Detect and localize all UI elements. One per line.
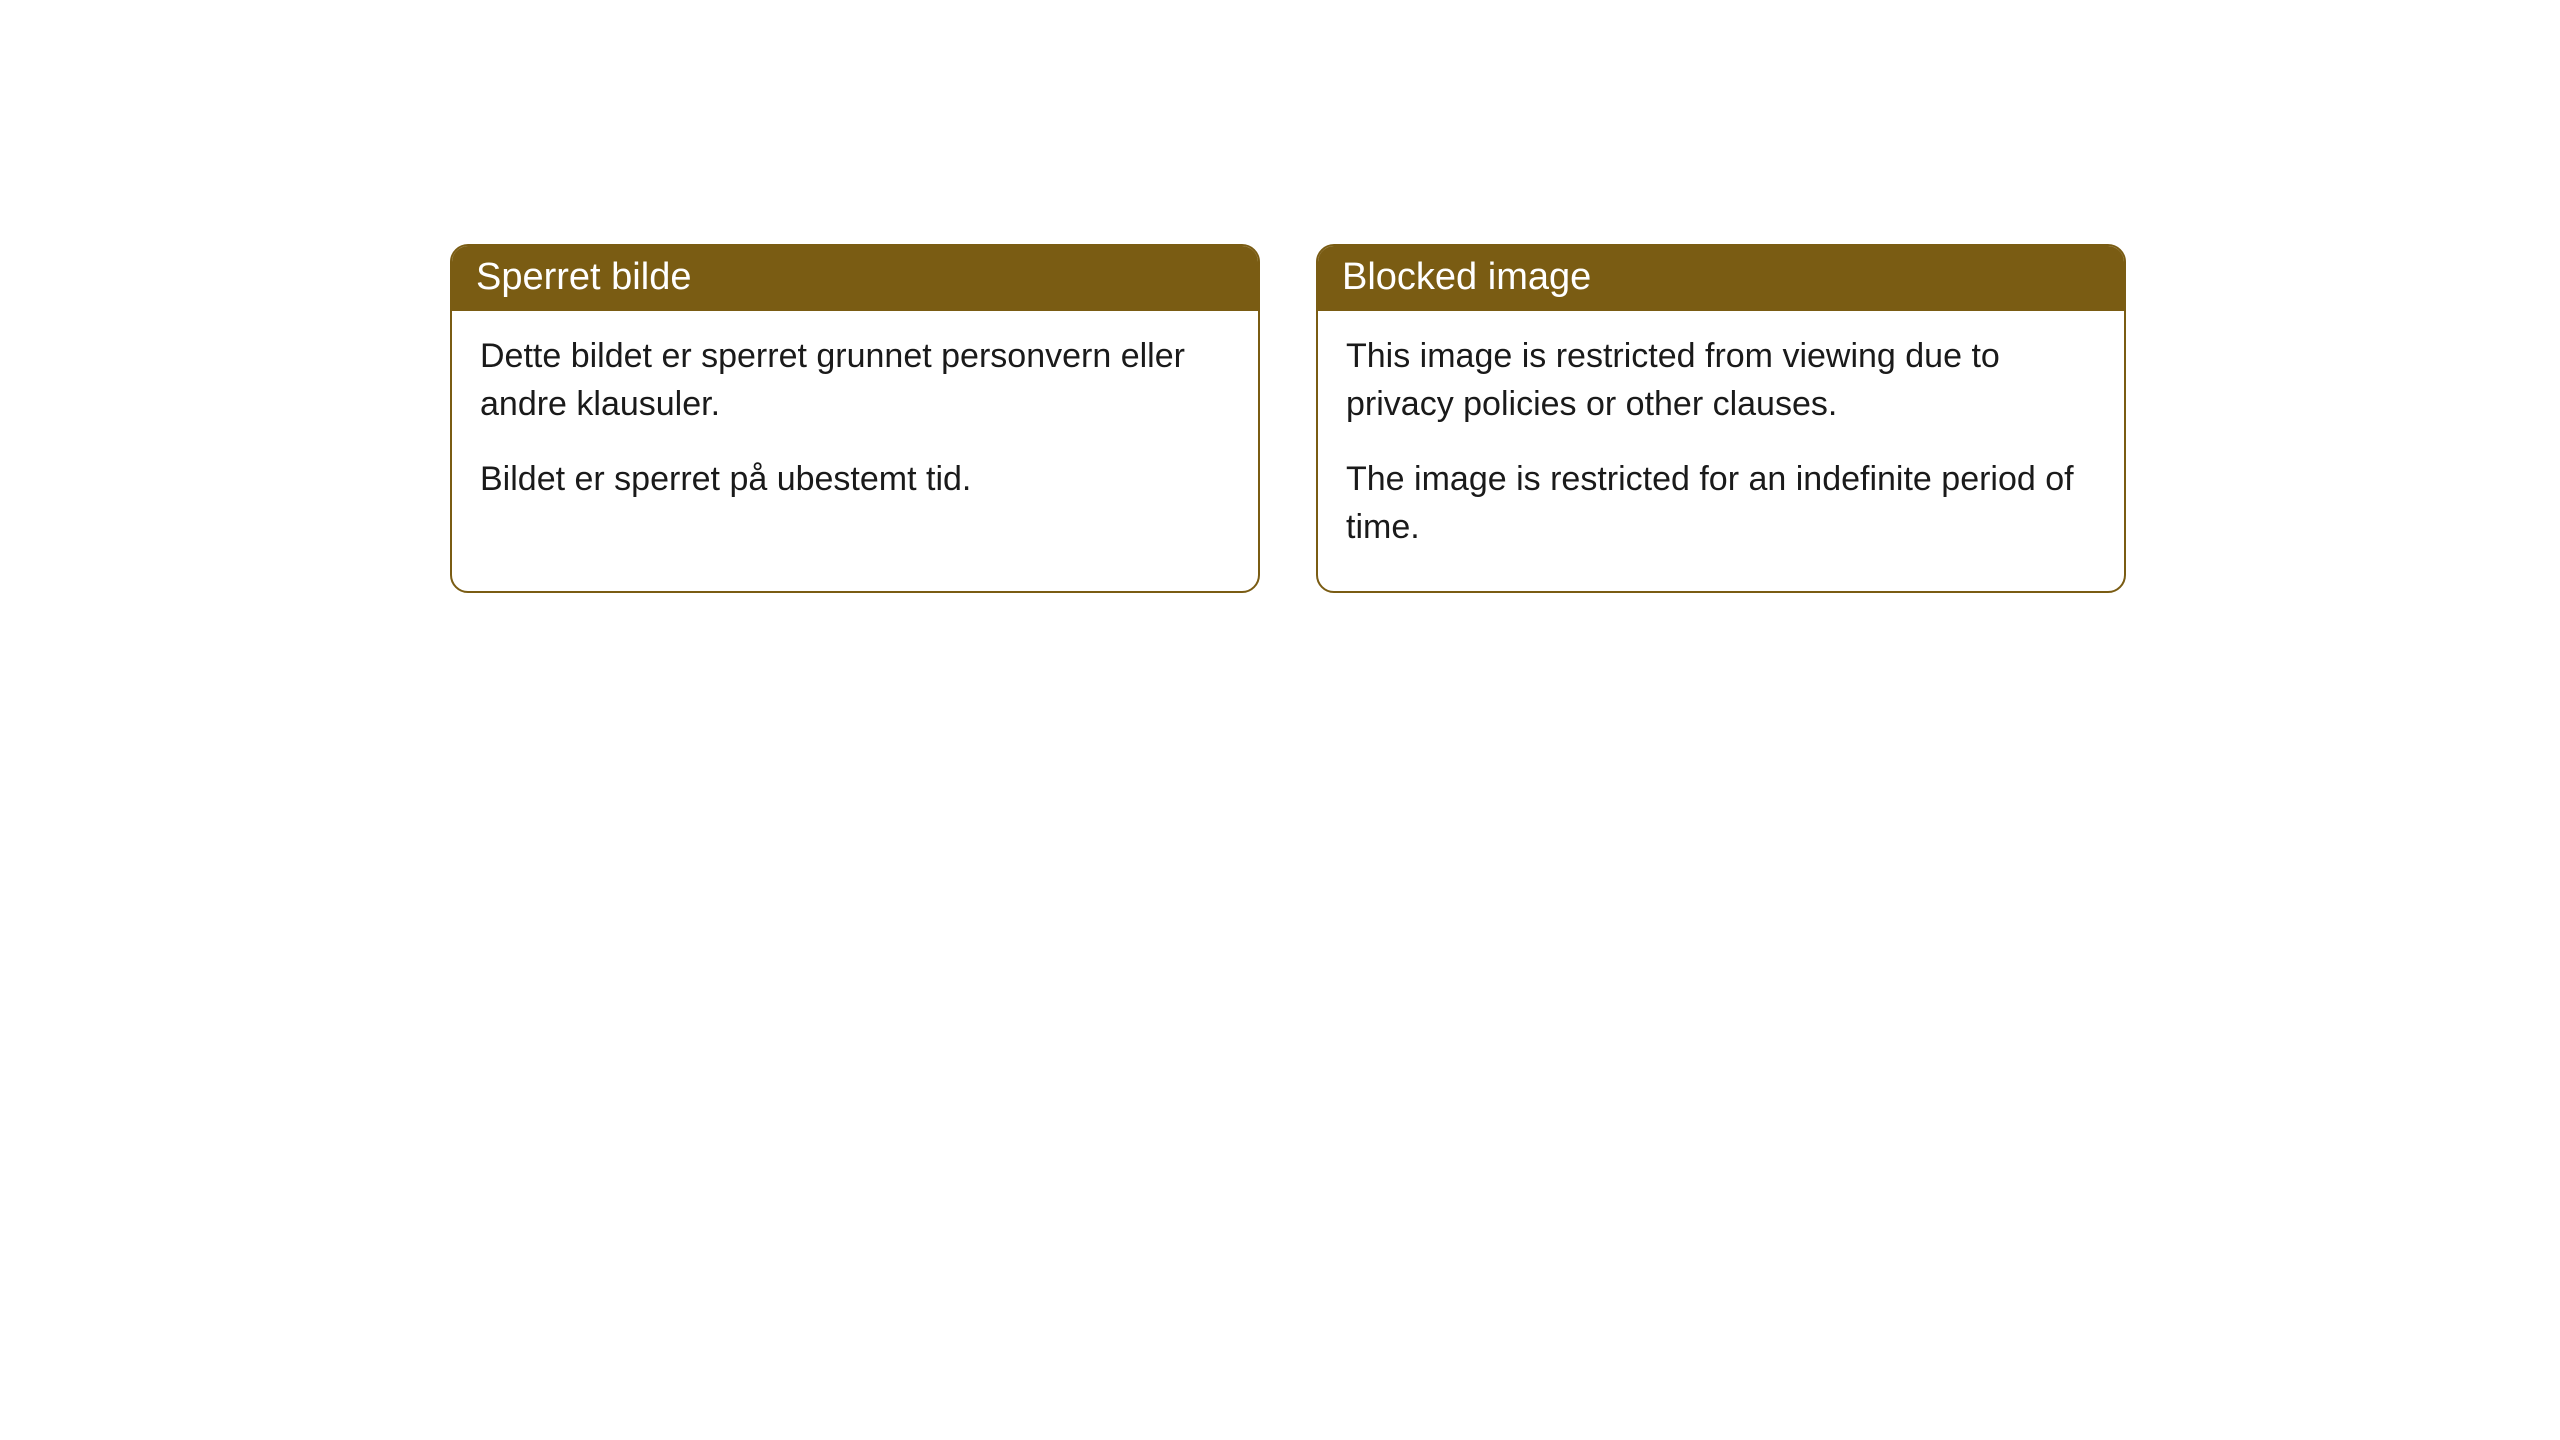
card-body-no: Dette bildet er sperret grunnet personve…: [452, 311, 1258, 544]
blocked-image-card-no: Sperret bilde Dette bildet er sperret gr…: [450, 244, 1260, 593]
card-paragraph-no-1: Dette bildet er sperret grunnet personve…: [480, 333, 1230, 428]
card-header-no: Sperret bilde: [452, 246, 1258, 311]
card-paragraph-en-1: This image is restricted from viewing du…: [1346, 333, 2096, 428]
card-paragraph-en-2: The image is restricted for an indefinit…: [1346, 456, 2096, 551]
card-header-en: Blocked image: [1318, 246, 2124, 311]
card-body-en: This image is restricted from viewing du…: [1318, 311, 2124, 591]
blocked-image-card-en: Blocked image This image is restricted f…: [1316, 244, 2126, 593]
card-paragraph-no-2: Bildet er sperret på ubestemt tid.: [480, 456, 1230, 504]
notice-container: Sperret bilde Dette bildet er sperret gr…: [450, 244, 2126, 593]
